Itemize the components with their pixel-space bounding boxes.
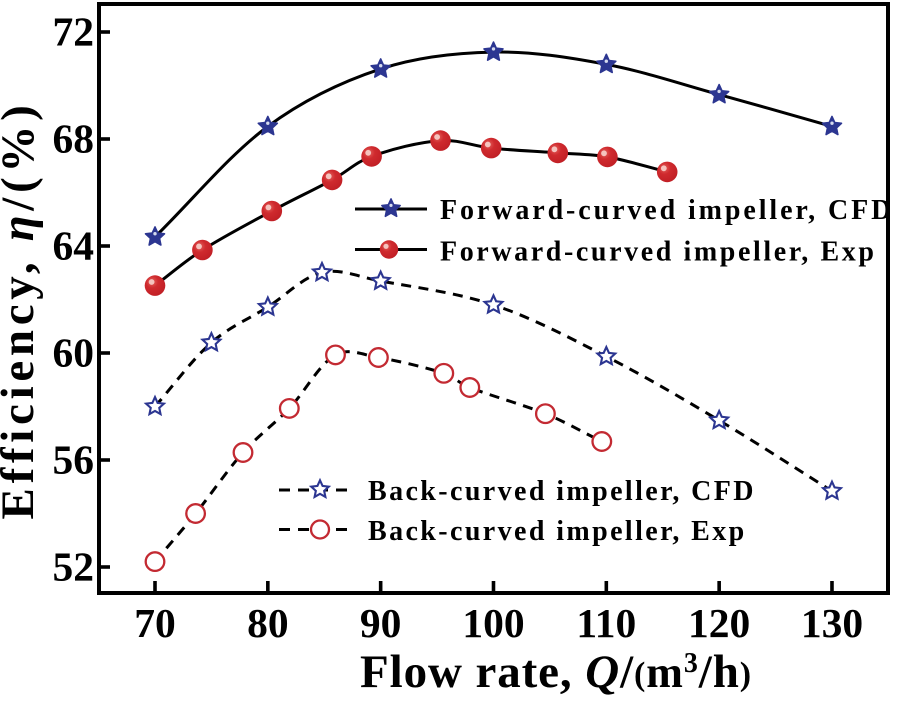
svg-text:120: 120 — [688, 600, 750, 646]
svg-text:80: 80 — [247, 600, 289, 646]
svg-text:Forward-curved impeller, CFD: Forward-curved impeller, CFD — [440, 195, 894, 226]
svg-text:Efficiency, η/(%): Efficiency, η/(%) — [0, 101, 44, 520]
svg-text:Back-curved impeller, CFD: Back-curved impeller, CFD — [368, 476, 756, 507]
svg-text:110: 110 — [576, 600, 636, 646]
svg-text:Flow rate, Q/(m3/h): Flow rate, Q/(m3/h) — [360, 646, 752, 698]
svg-text:52: 52 — [53, 544, 95, 590]
svg-text:100: 100 — [462, 600, 524, 646]
svg-text:Forward-curved impeller, Exp: Forward-curved impeller, Exp — [440, 237, 877, 268]
svg-text:90: 90 — [360, 600, 402, 646]
svg-text:56: 56 — [53, 437, 95, 483]
svg-text:60: 60 — [53, 330, 95, 376]
svg-text:68: 68 — [53, 116, 95, 162]
svg-text:72: 72 — [53, 9, 95, 55]
svg-text:Back-curved impeller, Exp: Back-curved impeller, Exp — [368, 516, 747, 547]
svg-text:130: 130 — [801, 600, 863, 646]
svg-text:64: 64 — [53, 223, 95, 269]
svg-text:70: 70 — [134, 600, 176, 646]
